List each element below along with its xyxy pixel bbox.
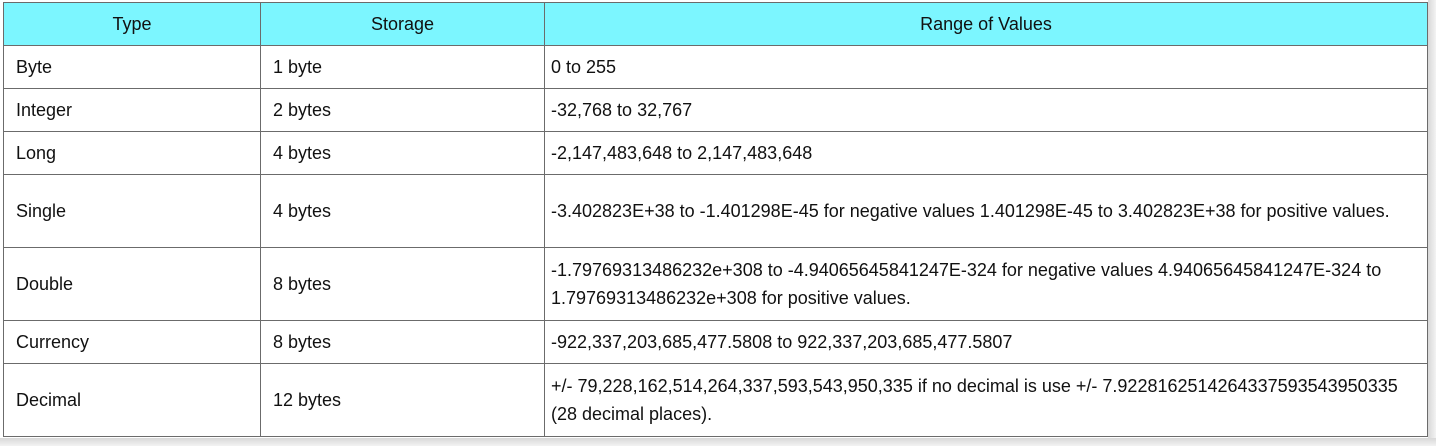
type-cell: Byte	[3, 45, 261, 89]
type-cell: Double	[3, 247, 261, 321]
table-row: Integer 2 bytes -32,768 to 32,767	[3, 88, 1428, 132]
bottom-shadow	[0, 438, 1436, 446]
type-cell: Decimal	[3, 363, 261, 437]
type-cell: Long	[3, 131, 261, 175]
storage-cell: 4 bytes	[260, 131, 545, 175]
range-cell: -922,337,203,685,477.5808 to 922,337,203…	[544, 320, 1428, 364]
range-cell: -32,768 to 32,767	[544, 88, 1428, 132]
range-cell: -1.79769313486232e+308 to -4.94065645841…	[544, 247, 1428, 321]
data-types-table: Type Storage Range of Values Byte 1 byte…	[3, 2, 1428, 437]
table-row: Byte 1 byte 0 to 255	[3, 45, 1428, 89]
storage-cell: 8 bytes	[260, 247, 545, 321]
range-cell: +/- 79,228,162,514,264,337,593,543,950,3…	[544, 363, 1428, 437]
storage-cell: 8 bytes	[260, 320, 545, 364]
header-type: Type	[3, 2, 261, 46]
range-cell: 0 to 255	[544, 45, 1428, 89]
table-row: Currency 8 bytes -922,337,203,685,477.58…	[3, 320, 1428, 364]
table-header-row: Type Storage Range of Values	[3, 2, 1428, 46]
table-row: Long 4 bytes -2,147,483,648 to 2,147,483…	[3, 131, 1428, 175]
storage-cell: 12 bytes	[260, 363, 545, 437]
storage-cell: 1 byte	[260, 45, 545, 89]
table-row: Double 8 bytes -1.79769313486232e+308 to…	[3, 247, 1428, 321]
range-cell: -2,147,483,648 to 2,147,483,648	[544, 131, 1428, 175]
header-range-of-values: Range of Values	[544, 2, 1428, 46]
type-cell: Integer	[3, 88, 261, 132]
type-cell: Single	[3, 174, 261, 248]
header-storage: Storage	[260, 2, 545, 46]
range-cell: -3.402823E+38 to -1.401298E-45 for negat…	[544, 174, 1428, 248]
storage-cell: 4 bytes	[260, 174, 545, 248]
type-cell: Currency	[3, 320, 261, 364]
right-shadow	[1428, 0, 1436, 438]
storage-cell: 2 bytes	[260, 88, 545, 132]
table-row: Decimal 12 bytes +/- 79,228,162,514,264,…	[3, 363, 1428, 437]
table-row: Single 4 bytes -3.402823E+38 to -1.40129…	[3, 174, 1428, 248]
